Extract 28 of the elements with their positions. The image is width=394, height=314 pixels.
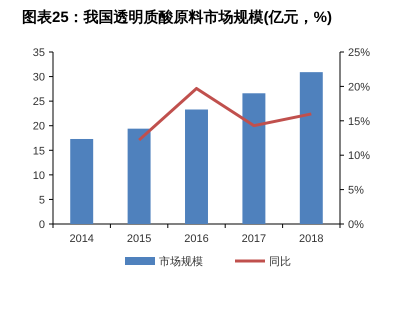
bar xyxy=(70,138,94,224)
y2-tick-label: 20% xyxy=(348,81,370,94)
y2-tick-label: 5% xyxy=(348,184,364,197)
chart-title: 图表25：我国透明质酸原料市场规模(亿元，%) xyxy=(22,8,332,26)
y2-tick-label: 15% xyxy=(348,116,370,128)
y-tick-label: 20 xyxy=(32,120,45,133)
legend-label: 同比 xyxy=(269,255,291,268)
y-tick-label: 30 xyxy=(32,72,45,84)
y-tick-label: 35 xyxy=(32,47,45,59)
legend-label: 市场规模 xyxy=(159,255,203,268)
y2-tick-label: 25% xyxy=(348,47,370,59)
y2-tick-label: 0% xyxy=(348,219,364,231)
y-tick-label: 0 xyxy=(38,219,45,231)
y-tick-label: 5 xyxy=(38,194,45,206)
line-series xyxy=(138,86,313,142)
y-tick-label: 25 xyxy=(32,96,45,108)
y-tick-label: 10 xyxy=(32,170,45,182)
x-tick-label: 2016 xyxy=(184,233,209,245)
bar xyxy=(185,109,208,224)
x-tick-label: 2018 xyxy=(299,233,324,245)
y-tick-label: 15 xyxy=(32,145,45,158)
bar xyxy=(128,128,151,224)
x-tick-label: 2017 xyxy=(242,233,266,245)
bar xyxy=(300,72,323,224)
x-tick-label: 2015 xyxy=(126,233,152,245)
bar xyxy=(242,93,266,224)
x-tick-label: 2014 xyxy=(69,233,94,245)
y2-tick-label: 10% xyxy=(348,150,370,162)
